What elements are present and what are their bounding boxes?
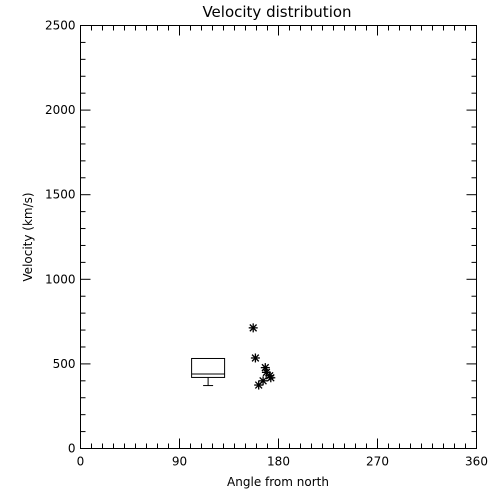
y-tick-label: 2000 (45, 103, 76, 117)
data-point (248, 323, 258, 333)
y-tick-label: 1500 (45, 188, 76, 202)
tick-labels: 0 90 180 270 360 0 500 1000 1500 2000 2500 (45, 19, 488, 469)
box-iqr (191, 357, 226, 378)
box-plot (191, 357, 226, 387)
data-point (254, 380, 264, 390)
x-axis-label: Angle from north (227, 475, 329, 489)
x-tick-label: 0 (77, 455, 85, 469)
plot-frame (80, 25, 477, 449)
data-point (250, 353, 260, 363)
data-point (266, 373, 276, 383)
x-tick-label: 360 (465, 455, 488, 469)
x-tick-label: 180 (267, 455, 290, 469)
y-tick-label: 0 (68, 442, 76, 456)
x-tick-label: 90 (172, 455, 187, 469)
y-axis-label: Velocity (km/s) (21, 192, 35, 281)
data-points (248, 323, 276, 390)
chart-title: Velocity distribution (202, 3, 351, 21)
y-tick-label: 500 (53, 357, 76, 371)
y-tick-label: 2500 (45, 19, 76, 33)
y-tick-label: 1000 (45, 272, 76, 286)
x-tick-label: 270 (366, 455, 389, 469)
axis-ticks (80, 25, 477, 449)
